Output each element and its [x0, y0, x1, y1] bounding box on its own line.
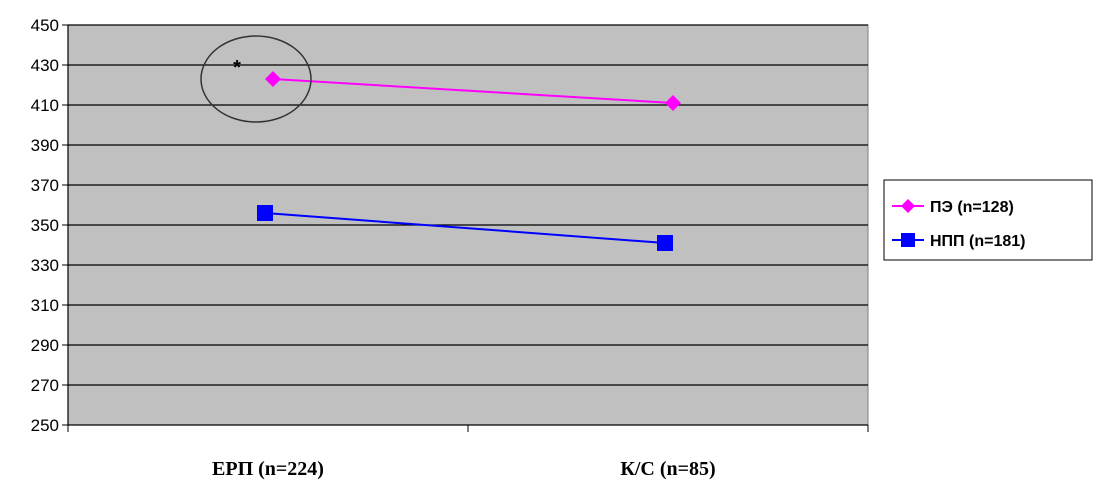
y-tick-label: 310: [31, 296, 59, 315]
data-point: [657, 235, 673, 251]
y-tick-label: 390: [31, 136, 59, 155]
y-tick-label: 370: [31, 176, 59, 195]
data-point: [265, 71, 281, 87]
y-axis-ticks: 250 270 290 310 330 350 370 390 410 430 450: [31, 16, 68, 435]
annotations: *: [200, 35, 312, 123]
legend-box: [883, 179, 1093, 261]
y-tick-label: 450: [31, 16, 59, 35]
annotation-ellipse: [200, 35, 312, 123]
legend: ПЭ (n=128) НПП (n=181): [883, 179, 1093, 261]
series-group: [257, 71, 681, 251]
x-axis-ticks: ЕРП (n=224) К/С (n=85): [67, 425, 869, 480]
series-line: [264, 212, 666, 244]
y-tick-label: 250: [31, 416, 59, 435]
legend-label: НПП (n=181): [930, 233, 1025, 250]
gridlines: [68, 24, 868, 386]
x-tick-label: ЕРП (n=224): [212, 458, 324, 480]
data-point: [257, 205, 273, 221]
y-tick-label: 350: [31, 216, 59, 235]
series-line: [272, 78, 674, 104]
legend-swatch-marker: [901, 199, 915, 213]
y-tick-label: 410: [31, 96, 59, 115]
annotation-asterisk: *: [233, 57, 241, 79]
data-point: [665, 95, 681, 111]
legend-swatch-marker: [901, 233, 915, 247]
x-tick-label: К/С (n=85): [620, 458, 715, 480]
y-tick-label: 270: [31, 376, 59, 395]
y-tick-label: 430: [31, 56, 59, 75]
legend-label: ПЭ (n=128): [930, 199, 1014, 216]
y-tick-label: 330: [31, 256, 59, 275]
y-tick-label: 290: [31, 336, 59, 355]
